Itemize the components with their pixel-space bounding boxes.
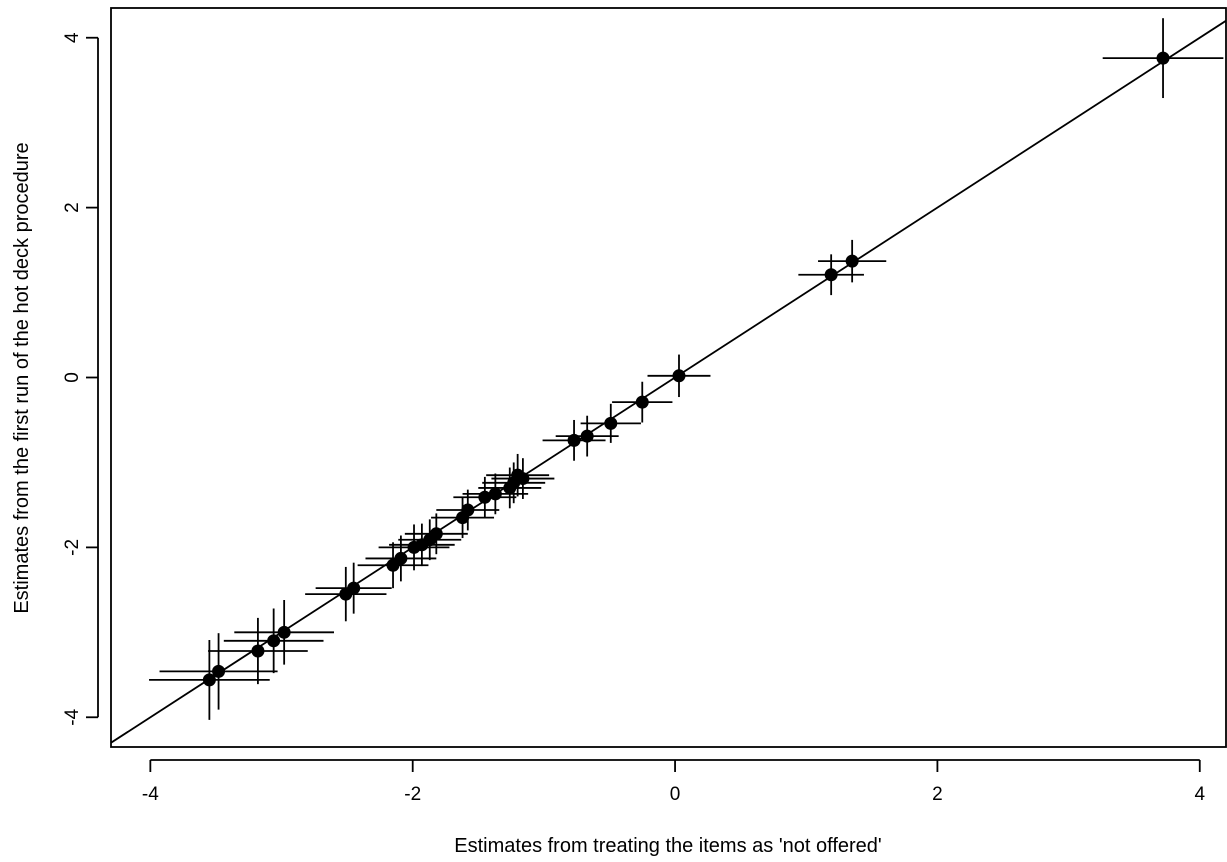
- data-point-2: [824, 268, 838, 282]
- data-point-1: [845, 254, 859, 268]
- data-point-6: [580, 429, 594, 443]
- y-tick-label-2: 0: [62, 372, 83, 383]
- data-point-13: [478, 490, 492, 504]
- data-point-25: [267, 634, 281, 648]
- y-tick-label-0: -4: [62, 708, 83, 725]
- data-point-5: [604, 416, 618, 430]
- x-axis: -4 -2 0 2 4: [142, 759, 1205, 805]
- data-point-12: [488, 487, 502, 501]
- y-tick-label-1: -2: [62, 539, 83, 556]
- plot-frame: [110, 7, 1227, 748]
- y-axis: -4 -2 0 2 4: [62, 32, 99, 726]
- plot-area: [111, 18, 1226, 744]
- data-point-26: [251, 644, 265, 658]
- data-point-11: [503, 481, 517, 495]
- x-tick-label-0: -4: [142, 784, 159, 805]
- y-tick-label-4: 4: [62, 32, 83, 43]
- x-tick-label-4: 4: [1194, 784, 1205, 805]
- x-axis-title: Estimates from treating the items as 'no…: [454, 835, 881, 857]
- data-point-28: [202, 673, 216, 687]
- x-tick-label-3: 2: [932, 784, 943, 805]
- data-point-7: [567, 433, 581, 447]
- data-point-4: [635, 395, 649, 409]
- x-tick-label-2: 0: [670, 784, 681, 805]
- data-point-24: [277, 625, 291, 639]
- data-point-3: [672, 369, 686, 383]
- data-point-23: [339, 587, 353, 601]
- x-tick-label-1: -2: [404, 784, 421, 805]
- data-point-0: [1156, 51, 1170, 65]
- data-points: [202, 51, 1170, 687]
- y-tick-label-3: 2: [62, 202, 83, 213]
- y-axis-title: Estimates from the first run of the hot …: [11, 142, 33, 613]
- data-point-21: [386, 558, 400, 572]
- data-point-15: [456, 511, 470, 525]
- data-point-19: [407, 540, 421, 554]
- data-point-27: [212, 664, 226, 678]
